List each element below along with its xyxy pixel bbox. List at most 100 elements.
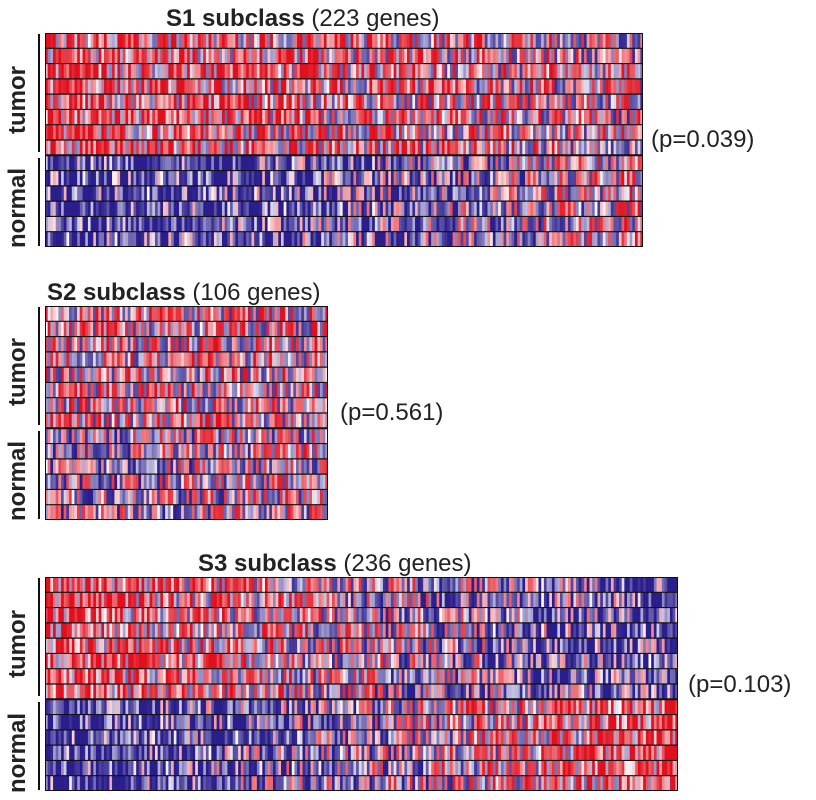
heatmap-cell [101, 94, 105, 110]
heatmap-cell [130, 382, 134, 398]
heatmap-cell [117, 155, 121, 171]
heatmap-cell [189, 201, 193, 217]
heatmap-cell [58, 33, 62, 49]
heatmap-cell [69, 504, 73, 520]
heatmap-cell [626, 109, 630, 125]
heatmap-cell [90, 185, 94, 202]
heatmap-cell [58, 63, 62, 79]
heatmap-cell [69, 170, 73, 186]
heatmap-cell [90, 428, 94, 444]
heatmap-cell [447, 231, 451, 247]
heatmap-cell [101, 577, 105, 593]
heatmap-cell [87, 504, 91, 520]
heatmap-cell [136, 78, 140, 95]
heatmap-cell [592, 185, 596, 202]
heatmap-cell [415, 78, 419, 95]
heatmap-row-tumor [45, 140, 643, 156]
heatmap-cell [667, 577, 671, 593]
heatmap-cell [482, 577, 486, 593]
heatmap-cell [385, 94, 389, 110]
heatmap-row-tumor [45, 367, 328, 383]
heatmap-cell [321, 155, 325, 171]
heatmap-cell [149, 351, 153, 368]
heatmap-cell [275, 78, 279, 95]
heatmap-cell [589, 155, 593, 171]
heatmap-cell [342, 155, 346, 171]
heatmap-cell [439, 140, 443, 156]
heatmap-cell [323, 577, 328, 593]
heatmap-cell [309, 367, 313, 383]
heatmap-cell [90, 124, 94, 140]
heatmap-cell [377, 185, 381, 202]
heatmap-cell [298, 458, 302, 475]
heatmap-cell [533, 231, 537, 247]
heatmap-cell [313, 124, 317, 140]
heatmap-cell [353, 216, 357, 232]
heatmap-cell [425, 155, 429, 171]
heatmap-cell [385, 185, 389, 202]
heatmap-cell [439, 201, 443, 217]
heatmap-cell [208, 109, 212, 125]
heatmap-cell [61, 504, 65, 520]
heatmap-cell [466, 124, 470, 140]
heatmap-cell [492, 33, 496, 49]
heatmap-cell [82, 336, 86, 352]
heatmap-cell [559, 48, 563, 64]
heatmap-cell [50, 78, 54, 95]
heatmap-cell [294, 63, 298, 79]
heatmap-cell [484, 33, 488, 49]
heatmap-cell [119, 336, 123, 352]
heatmap-cell [245, 321, 249, 337]
heatmap-cell [119, 321, 123, 337]
heatmap-cell [251, 155, 255, 171]
heatmap-cell [261, 489, 265, 505]
heatmap-cell [63, 474, 67, 490]
heatmap-cell [211, 592, 215, 608]
heatmap-cell [283, 140, 287, 156]
heatmap-cell [219, 94, 223, 110]
heatmap-cell [409, 109, 413, 125]
heatmap-cell [409, 63, 413, 79]
heatmap-cell [270, 124, 274, 140]
heatmap-cell [356, 124, 360, 140]
heatmap-cell [55, 397, 59, 413]
heatmap-cell [61, 474, 65, 490]
heatmap-cell [186, 321, 190, 337]
heatmap-cell [415, 109, 419, 125]
heatmap-cell [98, 443, 102, 459]
heatmap-cell [130, 367, 134, 383]
heatmap-cell [301, 321, 305, 337]
heatmap-cell [66, 94, 70, 110]
heatmap-cell [82, 216, 86, 232]
heatmap-cell [262, 170, 266, 186]
heatmap-cell [297, 170, 301, 186]
heatmap-cell [495, 109, 499, 125]
heatmap-cell [200, 201, 204, 217]
heatmap-cell [356, 155, 360, 171]
heatmap-cell [452, 124, 456, 140]
heatmap-cell [74, 382, 78, 398]
heatmap-cell [530, 109, 534, 125]
heatmap-cell [492, 170, 496, 186]
heatmap-cell [240, 185, 244, 202]
heatmap-cell [71, 155, 75, 171]
heatmap-cell [133, 124, 137, 140]
heatmap-cell [149, 78, 153, 95]
heatmap-cell [468, 201, 472, 217]
heatmap-cell [301, 382, 305, 398]
heatmap-cell [508, 63, 512, 79]
heatmap-cell [500, 63, 504, 79]
heatmap-cell [63, 63, 67, 79]
heatmap-cell [640, 124, 643, 140]
heatmap-cell [409, 231, 413, 247]
heatmap-cell [382, 577, 387, 593]
heatmap-cell [71, 577, 75, 593]
heatmap-cell [207, 306, 211, 322]
heatmap-cell [47, 428, 51, 444]
heatmap-cell [184, 33, 188, 49]
heatmap-cell [152, 201, 156, 217]
heatmap-cell [275, 231, 279, 247]
heatmap-cell [160, 155, 164, 171]
heatmap-cell [282, 351, 286, 368]
heatmap-cell [285, 351, 289, 368]
